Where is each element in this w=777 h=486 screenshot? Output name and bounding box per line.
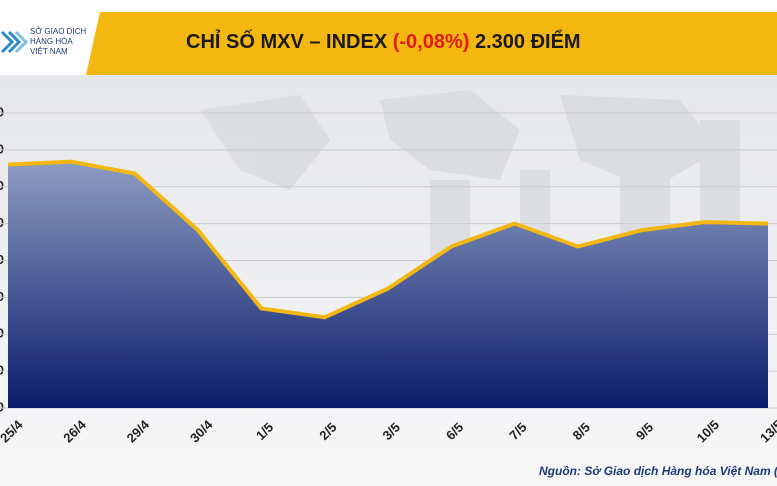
y-tick-label: 2.350 bbox=[0, 178, 4, 193]
area bbox=[8, 161, 768, 408]
logo-icon bbox=[0, 30, 29, 54]
y-tick-label: 2.050 bbox=[0, 399, 4, 414]
plot-area: 2.050 2.100 2.150 2.200 2.250 2.300 2.350 2.400… bbox=[0, 104, 777, 446]
header-band bbox=[0, 12, 777, 75]
logo-box bbox=[0, 12, 100, 75]
title-value: 2.300 ĐIỂM bbox=[469, 30, 580, 53]
y-tick-label: 2.400 bbox=[0, 141, 4, 156]
y-tick-label: 2.450 bbox=[0, 104, 4, 119]
logo-text: SỞ GIAO DỊCH bbox=[30, 27, 86, 36]
y-tick-label: 2.150 bbox=[0, 326, 4, 341]
title-change: (-0,08%) bbox=[393, 31, 470, 53]
logo-text: HÀNG HÓA bbox=[30, 37, 73, 46]
logo-text: VIỆT NAM bbox=[30, 47, 68, 56]
y-tick-label: 2.300 bbox=[0, 215, 4, 230]
y-tick-label: 2.100 bbox=[0, 363, 4, 378]
y-tick-label: 2.200 bbox=[0, 289, 4, 304]
line bbox=[7, 159, 769, 320]
chart-title: CHỈ SỐ MXV – INDEX (-0,08%) 2.300 ĐIỂM bbox=[186, 29, 581, 53]
y-tick-label: 2.250 bbox=[0, 252, 4, 267]
source-note: Nguồn: Sở Giao dịch Hàng hóa Việt Nam (M… bbox=[539, 464, 777, 478]
title-text: CHỈ SỐ MXV – INDEX bbox=[186, 29, 393, 53]
